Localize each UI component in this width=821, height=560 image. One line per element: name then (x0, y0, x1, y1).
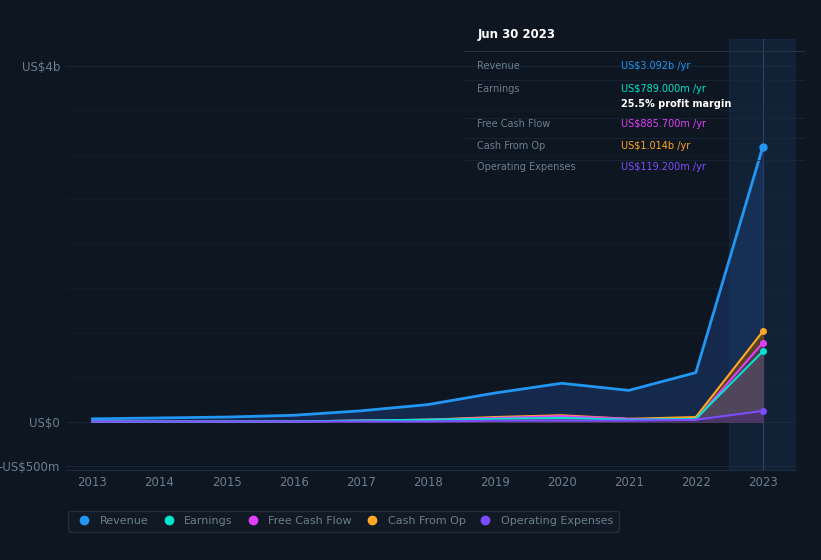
Text: US$789.000m /yr: US$789.000m /yr (621, 85, 705, 95)
Text: Free Cash Flow: Free Cash Flow (478, 119, 551, 129)
Text: US$885.700m /yr: US$885.700m /yr (621, 119, 705, 129)
Text: Jun 30 2023: Jun 30 2023 (478, 29, 556, 41)
Legend: Revenue, Earnings, Free Cash Flow, Cash From Op, Operating Expenses: Revenue, Earnings, Free Cash Flow, Cash … (68, 511, 619, 531)
Text: US$3.092b /yr: US$3.092b /yr (621, 62, 690, 71)
Bar (729, 39, 803, 470)
Text: US$119.200m /yr: US$119.200m /yr (621, 162, 705, 172)
Text: US$1.014b /yr: US$1.014b /yr (621, 141, 690, 151)
Text: 25.5% profit margin: 25.5% profit margin (621, 99, 731, 109)
Text: Earnings: Earnings (478, 85, 520, 95)
Text: Operating Expenses: Operating Expenses (478, 162, 576, 172)
Text: Cash From Op: Cash From Op (478, 141, 546, 151)
Text: Revenue: Revenue (478, 62, 521, 71)
